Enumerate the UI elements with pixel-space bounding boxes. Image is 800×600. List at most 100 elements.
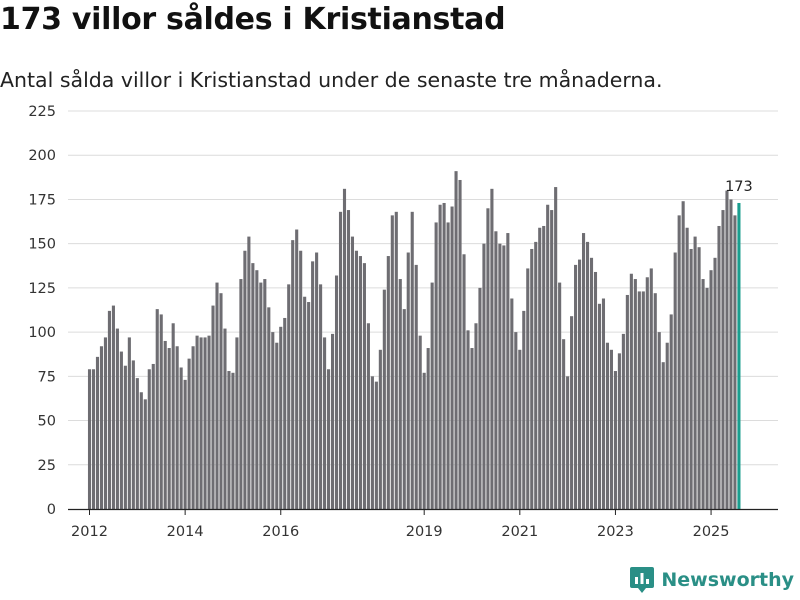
bar bbox=[414, 264, 418, 509]
bar bbox=[215, 282, 219, 509]
newsworthy-logo-icon bbox=[630, 567, 655, 593]
y-tick-label: 0 bbox=[47, 502, 56, 518]
x-tick-label: 2021 bbox=[501, 524, 538, 540]
bar bbox=[151, 363, 155, 509]
bar bbox=[378, 349, 382, 509]
bar bbox=[87, 369, 92, 509]
bar bbox=[677, 215, 681, 509]
y-tick-label: 75 bbox=[38, 369, 56, 385]
bar bbox=[546, 204, 550, 510]
bar bbox=[107, 310, 111, 509]
bar bbox=[139, 392, 143, 509]
bar bbox=[283, 317, 287, 509]
brand-logo[interactable]: Newsworthy bbox=[629, 566, 794, 594]
bar bbox=[725, 190, 729, 509]
bar bbox=[558, 282, 562, 509]
bar bbox=[609, 349, 613, 509]
bar bbox=[394, 211, 398, 509]
bar bbox=[346, 210, 351, 509]
bar bbox=[223, 328, 227, 509]
bar bbox=[625, 294, 629, 509]
x-tick-label: 2023 bbox=[597, 524, 634, 540]
bar bbox=[111, 305, 115, 509]
bar bbox=[665, 342, 669, 509]
bar bbox=[554, 187, 558, 509]
bar bbox=[454, 171, 458, 510]
bar bbox=[653, 293, 657, 509]
bar bbox=[267, 307, 271, 509]
bar bbox=[295, 229, 299, 509]
bar bbox=[406, 252, 410, 509]
bar bbox=[661, 362, 665, 509]
bar bbox=[263, 279, 267, 509]
bar bbox=[597, 303, 602, 509]
x-tick-label: 2016 bbox=[262, 524, 299, 540]
bar bbox=[649, 268, 653, 509]
bar bbox=[275, 342, 279, 509]
bar bbox=[179, 367, 183, 509]
bar bbox=[243, 250, 247, 509]
bar bbox=[426, 348, 430, 509]
bar bbox=[402, 309, 406, 509]
bar bbox=[382, 289, 386, 509]
bar bbox=[574, 264, 578, 509]
bar bbox=[330, 333, 335, 509]
bar bbox=[255, 270, 259, 509]
bar bbox=[629, 273, 633, 509]
x-tick-label: 2019 bbox=[406, 524, 443, 540]
bar bbox=[562, 339, 566, 509]
bar bbox=[127, 337, 131, 509]
bar bbox=[123, 365, 127, 509]
bar bbox=[526, 268, 530, 509]
bar bbox=[474, 323, 478, 509]
bar bbox=[669, 314, 673, 509]
bar bbox=[613, 371, 617, 509]
bar bbox=[211, 305, 215, 509]
bar bbox=[235, 337, 239, 509]
y-tick-label: 50 bbox=[38, 414, 56, 430]
bar bbox=[478, 287, 482, 509]
bar bbox=[709, 270, 713, 509]
bar bbox=[159, 314, 163, 509]
y-tick-label: 25 bbox=[38, 458, 56, 474]
bar bbox=[338, 211, 343, 509]
bar bbox=[155, 309, 159, 509]
bar bbox=[657, 332, 661, 509]
bar bbox=[466, 330, 470, 509]
bar bbox=[570, 316, 574, 509]
bar bbox=[251, 263, 255, 509]
bar bbox=[183, 379, 187, 509]
bar bbox=[271, 332, 275, 509]
bar bbox=[287, 284, 291, 509]
bar bbox=[390, 215, 394, 509]
bar bbox=[462, 254, 466, 509]
bar bbox=[490, 188, 494, 509]
y-tick-label: 175 bbox=[28, 192, 56, 208]
bar bbox=[518, 349, 522, 509]
bar bbox=[645, 277, 649, 509]
bar bbox=[203, 337, 207, 509]
bar bbox=[323, 337, 327, 509]
bar bbox=[239, 279, 243, 509]
bar bbox=[307, 302, 311, 509]
bar bbox=[327, 369, 331, 509]
bar bbox=[143, 399, 147, 509]
bar bbox=[506, 233, 510, 509]
bar bbox=[195, 335, 199, 509]
bar bbox=[585, 241, 590, 510]
bar bbox=[538, 227, 542, 509]
bar bbox=[442, 202, 446, 509]
bar bbox=[231, 372, 235, 509]
bar bbox=[589, 257, 594, 509]
bar bbox=[713, 257, 717, 509]
x-tick-label: 2025 bbox=[693, 524, 730, 540]
bar bbox=[697, 247, 701, 509]
bar bbox=[601, 298, 606, 509]
bar bbox=[354, 250, 359, 509]
bar bbox=[187, 358, 191, 509]
bar bbox=[701, 279, 705, 509]
bar bbox=[470, 348, 474, 509]
bar bbox=[498, 243, 502, 509]
bar bbox=[522, 310, 526, 509]
